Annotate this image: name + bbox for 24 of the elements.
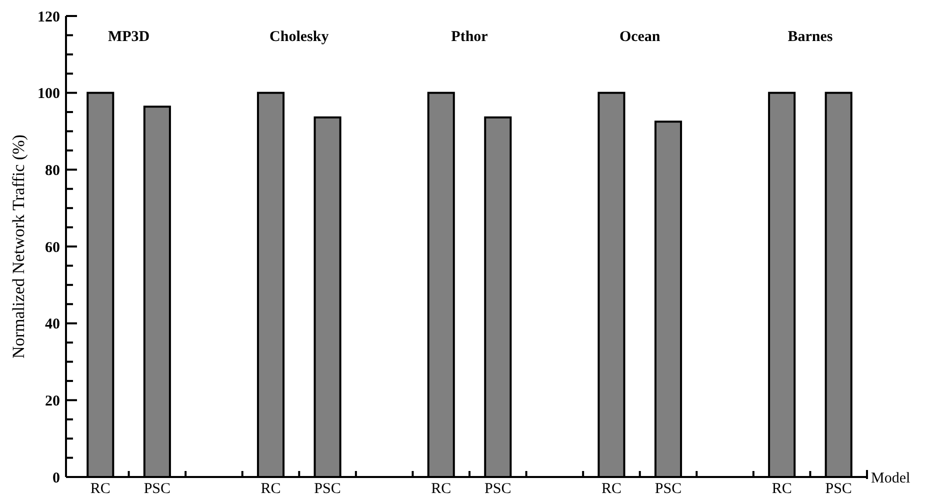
annotation: Cholesky (270, 29, 330, 45)
x-tick-label: PSC (314, 481, 341, 497)
x-tick-label: PSC (144, 481, 171, 497)
y-tick-label: 40 (45, 316, 60, 333)
y-tick-label: 80 (45, 162, 60, 179)
x-tick-label: RC (431, 481, 452, 497)
annotation: MP3D (108, 29, 150, 45)
x-tick-label: RC (260, 481, 281, 497)
x-tick-label: RC (90, 481, 110, 497)
x-tick-label: PSC (825, 481, 852, 497)
annotation: Pthor (451, 29, 488, 45)
x-tick-label: PSC (654, 481, 682, 497)
y-tick-label: 60 (45, 240, 60, 256)
y-axis-title: Normalized Network Traffic (%) (9, 134, 28, 358)
x-tick-label: PSC (484, 481, 512, 497)
y-tick-label: 100 (38, 86, 60, 102)
y-tick-label: 120 (38, 9, 60, 26)
y-tick-label: 20 (45, 393, 60, 410)
y-tick-label: 0 (52, 470, 60, 486)
x-axis-title: Model (871, 470, 910, 486)
x-tick-label: RC (772, 481, 792, 497)
annotation: Barnes (788, 29, 833, 45)
x-tick-label: RC (601, 481, 622, 497)
annotation: Ocean (619, 29, 661, 45)
